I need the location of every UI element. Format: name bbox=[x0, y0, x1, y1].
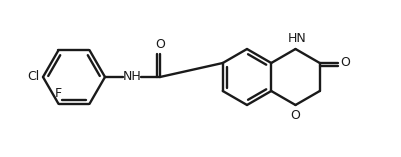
Text: NH: NH bbox=[122, 70, 141, 84]
Text: O: O bbox=[155, 38, 164, 51]
Text: O: O bbox=[290, 109, 300, 122]
Text: O: O bbox=[340, 57, 350, 70]
Text: Cl: Cl bbox=[28, 70, 40, 84]
Text: HN: HN bbox=[288, 32, 306, 45]
Text: F: F bbox=[55, 87, 62, 100]
